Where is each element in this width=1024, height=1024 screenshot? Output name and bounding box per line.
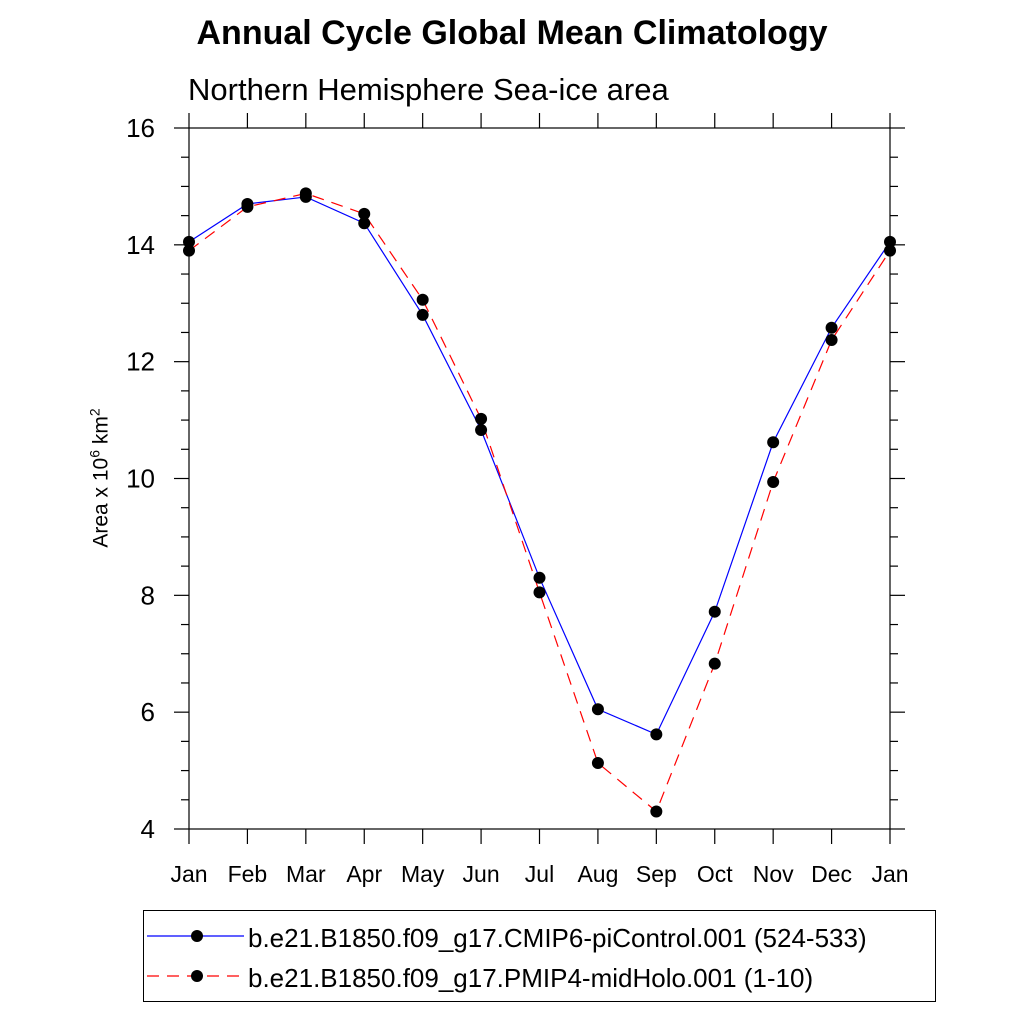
legend-entry-picontrol: b.e21.B1850.f09_g17.CMIP6-piControl.001 …	[144, 917, 935, 957]
data-point-picontrol	[708, 605, 721, 618]
data-point-picontrol	[591, 703, 604, 716]
x-tick-label: Sep	[636, 861, 677, 887]
y-tick-label: 10	[126, 464, 155, 494]
data-point-picontrol	[884, 235, 896, 248]
y-axis-label-unit: km	[89, 416, 113, 450]
data-point-midholo	[650, 805, 663, 818]
x-tick-label: Aug	[577, 861, 618, 887]
data-point-midholo	[591, 756, 604, 769]
data-point-picontrol	[650, 728, 663, 741]
y-tick-label: 8	[141, 580, 155, 610]
legend-entry-midholo: b.e21.B1850.f09_g17.PMIP4-midHolo.001 (1…	[144, 957, 935, 997]
x-tick-label: Apr	[346, 861, 382, 887]
y-tick-label: 12	[126, 347, 155, 377]
plot-frame	[188, 127, 891, 830]
y-tick-label: 4	[141, 814, 155, 844]
chart-title: Annual Cycle Global Mean Climatology	[196, 14, 828, 52]
data-point-midholo	[299, 187, 312, 200]
data-point-midholo	[825, 334, 838, 347]
y-axis-label-base: Area x 10	[89, 457, 113, 548]
x-tick-label: Nov	[753, 861, 794, 887]
chart-subtitle: Northern Hemisphere Sea-ice area	[188, 72, 669, 107]
x-tick-label: Jan	[170, 861, 207, 887]
data-point-midholo	[358, 207, 371, 220]
series-line-midholo	[188, 192, 891, 813]
x-tick-label: Mar	[286, 861, 326, 887]
data-point-midholo	[767, 476, 780, 489]
data-point-midholo	[241, 200, 254, 213]
data-point-picontrol	[183, 235, 195, 248]
data-point-picontrol	[416, 308, 429, 321]
y-axis-label: Area x 106 km2	[87, 408, 114, 547]
legend: b.e21.B1850.f09_g17.CMIP6-piControl.001 …	[143, 910, 936, 1002]
data-point-picontrol	[358, 217, 371, 230]
y-tick-label: 6	[141, 697, 155, 727]
data-point-midholo	[475, 412, 488, 425]
data-point-picontrol	[767, 436, 780, 449]
legend-swatch-picontrol	[147, 930, 244, 942]
y-axis-label-exponent-1: 6	[86, 449, 103, 458]
data-point-midholo	[416, 293, 429, 306]
data-point-picontrol	[475, 424, 488, 437]
legend-swatch-midholo	[147, 970, 244, 982]
x-tick-label: Feb	[228, 861, 268, 887]
data-point-midholo	[884, 244, 896, 257]
x-tick-label: Dec	[811, 861, 852, 887]
series-line-picontrol	[188, 196, 891, 736]
data-point-picontrol	[533, 571, 546, 584]
data-point-midholo	[533, 586, 546, 599]
data-point-picontrol	[825, 321, 838, 334]
legend-label-midholo: b.e21.B1850.f09_g17.PMIP4-midHolo.001 (1…	[248, 963, 814, 993]
data-point-midholo	[183, 244, 195, 257]
legend-label-picontrol: b.e21.B1850.f09_g17.CMIP6-piControl.001 …	[248, 923, 867, 953]
y-tick-label: 14	[126, 230, 155, 260]
y-tick-label: 16	[126, 113, 155, 143]
x-tick-label: Jun	[463, 861, 500, 887]
y-axis-label-exponent-2: 2	[86, 408, 103, 417]
x-tick-label: Jul	[525, 861, 554, 887]
x-tick-label: Oct	[697, 861, 733, 887]
x-tick-label: May	[401, 861, 445, 887]
data-point-midholo	[708, 657, 721, 670]
x-tick-label: Jan	[871, 861, 908, 887]
